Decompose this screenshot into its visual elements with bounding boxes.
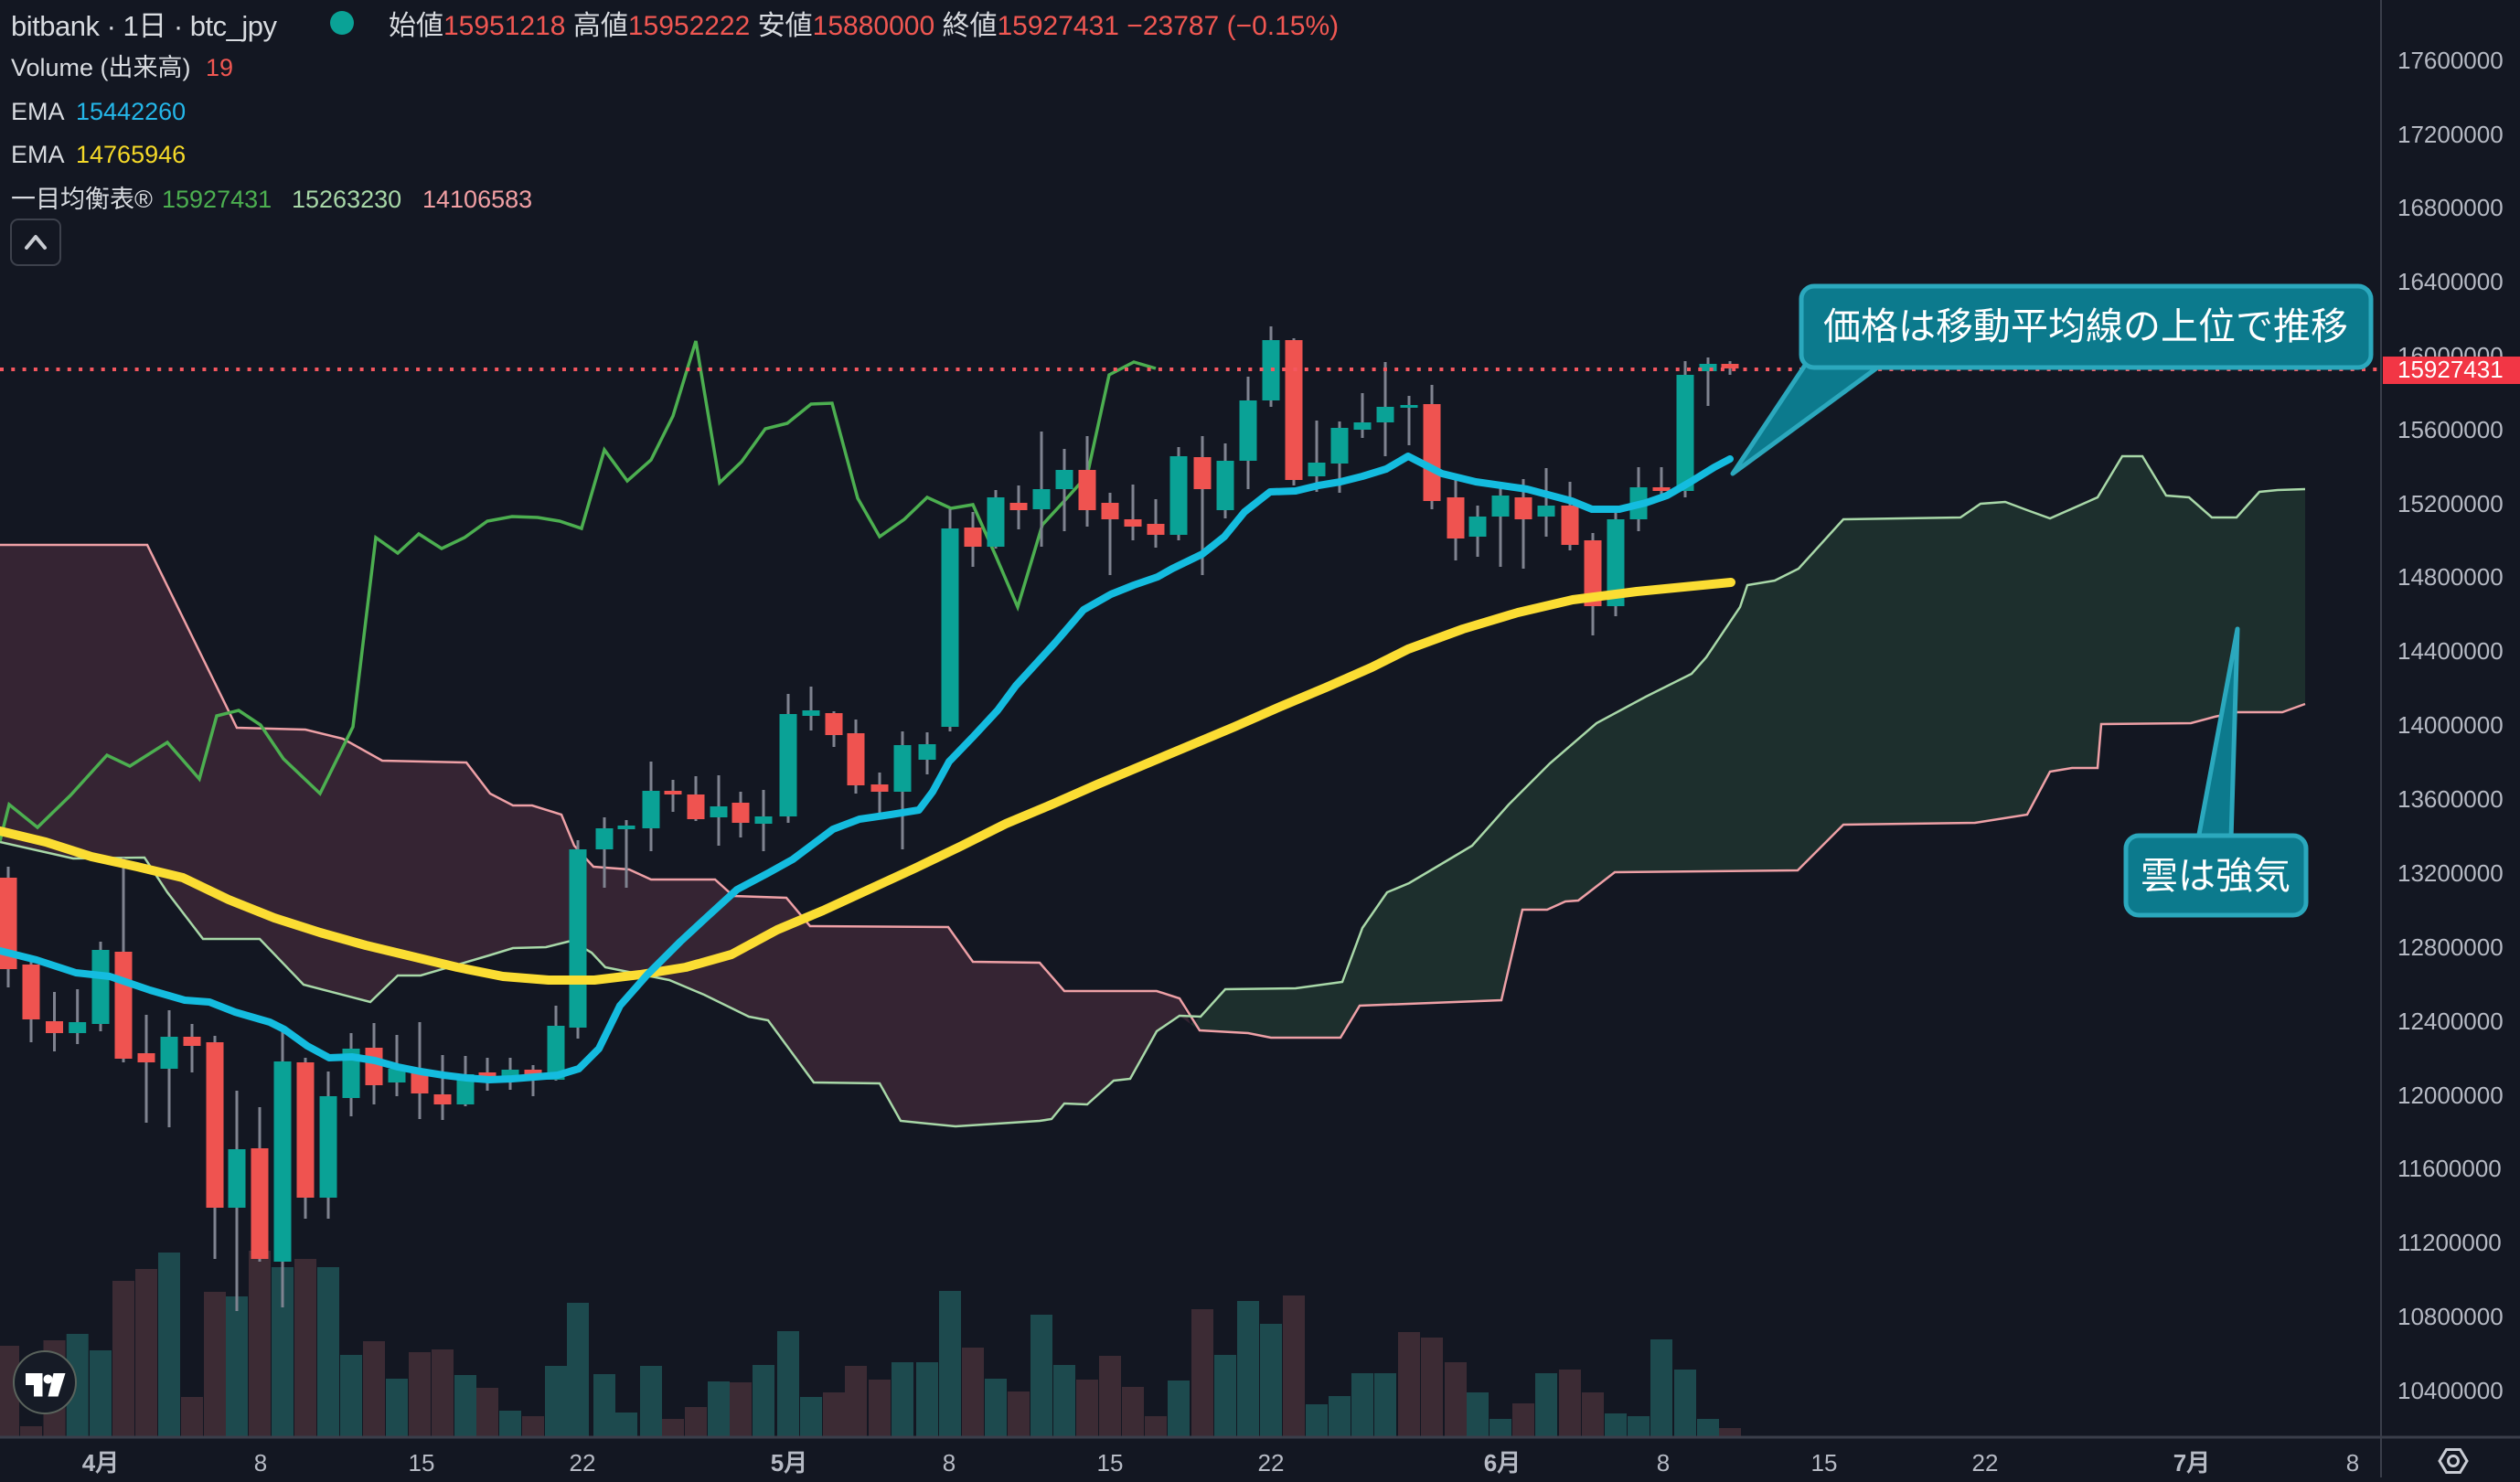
svg-text:12800000: 12800000 [2397, 933, 2504, 961]
svg-text:15442260: 15442260 [76, 98, 186, 125]
svg-text:5月: 5月 [771, 1449, 807, 1477]
svg-text:雲は強気: 雲は強気 [2141, 855, 2290, 897]
svg-text:10400000: 10400000 [2397, 1377, 2504, 1404]
svg-text:4月: 4月 [82, 1449, 119, 1477]
svg-text:14106583: 14106583 [422, 186, 532, 213]
svg-text:8: 8 [943, 1449, 956, 1477]
svg-text:12400000: 12400000 [2397, 1008, 2504, 1035]
svg-text:11200000: 11200000 [2397, 1229, 2502, 1256]
svg-text:13600000: 13600000 [2397, 785, 2504, 813]
svg-text:10800000: 10800000 [2397, 1303, 2504, 1330]
svg-text:14400000: 14400000 [2397, 637, 2504, 665]
svg-text:15263230: 15263230 [292, 186, 401, 213]
svg-text:16800000: 16800000 [2397, 194, 2504, 221]
svg-text:12000000: 12000000 [2397, 1082, 2504, 1109]
svg-text:17200000: 17200000 [2397, 121, 2504, 148]
svg-text:7月: 7月 [2173, 1449, 2210, 1477]
svg-text:15: 15 [1097, 1449, 1124, 1477]
svg-text:14765946: 14765946 [76, 141, 186, 168]
svg-text:13200000: 13200000 [2397, 859, 2504, 887]
svg-text:14800000: 14800000 [2397, 563, 2504, 591]
svg-text:6月: 6月 [1484, 1449, 1521, 1477]
svg-text:EMA: EMA [11, 98, 65, 125]
svg-text:始値15951218 高値15952222 安値158800: 始値15951218 高値15952222 安値15880000 終値15927… [389, 11, 1339, 41]
svg-text:EMA: EMA [11, 141, 65, 168]
svg-text:8: 8 [254, 1449, 267, 1477]
svg-text:11600000: 11600000 [2397, 1155, 2502, 1182]
svg-text:8: 8 [2346, 1449, 2359, 1477]
svg-text:16400000: 16400000 [2397, 268, 2504, 295]
svg-text:15: 15 [1811, 1449, 1838, 1477]
svg-text:15: 15 [409, 1449, 435, 1477]
svg-text:17600000: 17600000 [2397, 47, 2504, 74]
svg-text:bitbank · 1日 · btc_jpy: bitbank · 1日 · btc_jpy [11, 10, 278, 42]
svg-text:15927431: 15927431 [162, 186, 272, 213]
svg-text:22: 22 [1258, 1449, 1285, 1477]
svg-text:15200000: 15200000 [2397, 490, 2504, 517]
svg-text:一目均衡表®: 一目均衡表® [11, 186, 153, 213]
svg-text:8: 8 [1657, 1449, 1670, 1477]
svg-text:22: 22 [1972, 1449, 1999, 1477]
svg-text:22: 22 [570, 1449, 596, 1477]
svg-text:価格は移動平均線の上位で推移: 価格は移動平均線の上位で推移 [1823, 305, 2348, 347]
svg-text:15600000: 15600000 [2397, 416, 2504, 443]
svg-text:19: 19 [206, 54, 233, 81]
svg-text:14000000: 14000000 [2397, 711, 2504, 739]
svg-text:15927431: 15927431 [2397, 356, 2504, 383]
svg-text:Volume (出来高): Volume (出来高) [11, 54, 191, 81]
